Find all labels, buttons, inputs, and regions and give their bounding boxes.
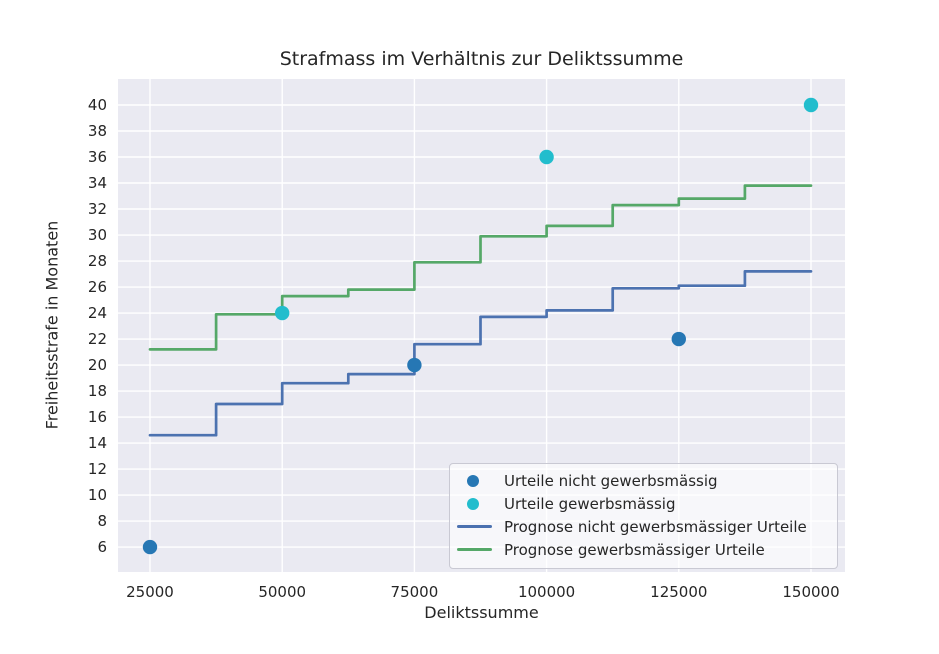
legend: Urteile nicht gewerbsmässig Urteile gewe… (449, 463, 838, 569)
x-tick-label: 25000 (126, 583, 174, 601)
y-tick-label: 32 (87, 200, 107, 218)
scatter-point-1 (539, 149, 554, 165)
y-tick-label: 12 (87, 460, 107, 479)
scatter-point-1 (803, 97, 819, 113)
legend-label: Urteile nicht gewerbsmässig (504, 471, 718, 490)
line-swatch-icon (457, 548, 492, 551)
x-tick-label: 75000 (390, 583, 439, 601)
chart-title: Strafmass im Verhältnis zur Deliktssumme (279, 48, 684, 70)
legend-marker-cell (450, 525, 504, 528)
legend-label: Prognose gewerbsmässiger Urteile (504, 540, 765, 559)
y-tick-label: 14 (87, 434, 107, 453)
scatter-point-0 (142, 539, 158, 555)
legend-item-prognose-gewerbsmaessig: Prognose gewerbsmässiger Urteile (450, 538, 837, 561)
y-tick-label: 36 (87, 148, 107, 166)
scatter-point-0 (671, 331, 686, 347)
legend-label: Urteile gewerbsmässig (504, 494, 676, 513)
y-tick-label: 6 (97, 538, 107, 557)
y-tick-label: 40 (87, 96, 107, 114)
line-swatch-icon (457, 525, 492, 528)
scatter-dot-icon (467, 474, 479, 487)
scatter-dot-icon (467, 497, 479, 510)
x-tick-label: 50000 (258, 583, 307, 601)
y-axis-label: Freiheitsstrafe in Monaten (42, 220, 62, 430)
legend-marker-cell (450, 474, 504, 487)
x-axis-label: Deliktssumme (424, 603, 539, 622)
legend-marker-cell (450, 548, 504, 551)
y-tick-label: 8 (97, 512, 107, 531)
x-tick-label: 150000 (782, 583, 840, 601)
y-tick-label: 38 (87, 122, 107, 140)
legend-label: Prognose nicht gewerbsmässiger Urteile (504, 517, 807, 536)
plot-area: Urteile nicht gewerbsmässig Urteile gewe… (118, 79, 845, 572)
legend-item-urteile-nicht-gewerbsmaessig: Urteile nicht gewerbsmässig (450, 469, 837, 492)
legend-marker-cell (450, 497, 504, 510)
scatter-point-1 (274, 305, 290, 321)
legend-item-prognose-nicht-gewerbsmaessig: Prognose nicht gewerbsmässiger Urteile (450, 515, 837, 538)
scatter-point-0 (407, 357, 422, 373)
x-tick-label: 100000 (517, 583, 576, 601)
step-line-0 (148, 270, 813, 437)
x-tick-label: 125000 (650, 583, 708, 601)
y-tick-label: 34 (87, 174, 107, 192)
chart-canvas (118, 79, 845, 572)
legend-item-urteile-gewerbsmaessig: Urteile gewerbsmässig (450, 492, 837, 515)
y-tick-label: 10 (87, 486, 107, 505)
